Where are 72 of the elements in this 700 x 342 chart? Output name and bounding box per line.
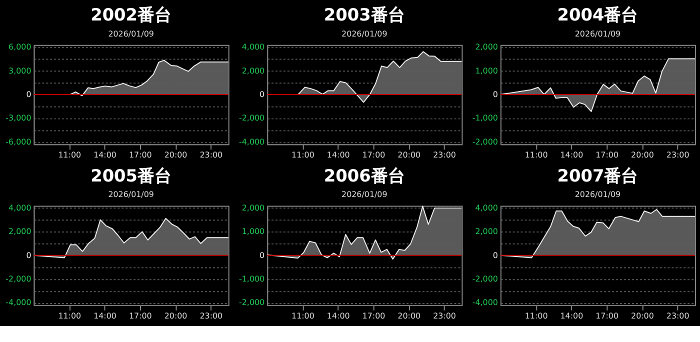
x-tick-label: 23:00 xyxy=(200,150,223,160)
x-tick-label: 23:00 xyxy=(666,311,690,320)
x-tick-label: 14:00 xyxy=(560,311,584,320)
x-tick-label: 23:00 xyxy=(666,150,690,160)
y-tick-label: -1,000 xyxy=(472,114,498,123)
x-tick-label: 23:00 xyxy=(433,311,456,320)
x-tick-label: 20:00 xyxy=(164,311,188,320)
x-tick-label: 20:00 xyxy=(164,150,188,160)
x-tick-label: 17:00 xyxy=(362,311,386,320)
chart-subtitle: 2026/01/09 xyxy=(108,29,154,38)
x-tick-label: 17:00 xyxy=(596,150,619,160)
y-tick-label: -2,000 xyxy=(239,298,265,308)
y-tick-label: -2,000 xyxy=(472,274,498,284)
y-tick-label: 1,000 xyxy=(242,227,265,236)
x-tick-label: 20:00 xyxy=(631,311,654,320)
y-tick-label: -4,000 xyxy=(6,298,32,308)
x-tick-label: 14:00 xyxy=(94,150,116,160)
chart-title: 2006番台 xyxy=(324,165,405,186)
y-tick-label: -3,000 xyxy=(6,114,32,123)
y-tick-label: -2,000 xyxy=(6,274,32,284)
y-tick-label: 2,000 xyxy=(242,66,265,76)
x-tick-label: 20:00 xyxy=(398,311,421,320)
x-tick-label: 17:00 xyxy=(596,311,619,320)
chart-subtitle: 2026/01/09 xyxy=(108,190,154,200)
y-tick-label: 0 xyxy=(492,250,498,260)
chart-title: 2007番台 xyxy=(557,165,638,186)
y-tick-label: -6,000 xyxy=(6,137,32,146)
x-tick-label: 11:00 xyxy=(524,311,548,320)
x-tick-label: 11:00 xyxy=(292,150,314,160)
y-tick-label: 4,000 xyxy=(242,42,265,52)
y-tick-label: 0 xyxy=(26,90,32,99)
y-tick-label: 2,000 xyxy=(242,204,265,213)
y-tick-label: 1,000 xyxy=(475,66,498,76)
y-tick-label: 2,000 xyxy=(475,42,498,52)
y-tick-label: 3,000 xyxy=(8,66,32,76)
chart-title: 2005番台 xyxy=(90,165,172,186)
y-tick-label: 6,000 xyxy=(8,42,32,52)
y-tick-label: -4,000 xyxy=(472,298,498,308)
x-tick-label: 17:00 xyxy=(128,311,152,320)
y-tick-label: -1,000 xyxy=(239,274,265,284)
x-tick-label: 17:00 xyxy=(362,150,386,160)
x-tick-label: 23:00 xyxy=(433,150,456,160)
y-tick-label: 4,000 xyxy=(8,204,32,213)
y-tick-label: 0 xyxy=(260,90,265,99)
x-tick-label: 11:00 xyxy=(292,311,314,320)
chart-title: 2003番台 xyxy=(324,4,405,24)
x-tick-label: 17:00 xyxy=(128,150,152,160)
x-tick-label: 14:00 xyxy=(326,311,350,320)
y-tick-label: -2,000 xyxy=(472,137,498,146)
chart-subtitle: 2026/01/09 xyxy=(342,190,388,200)
x-tick-label: 23:00 xyxy=(200,311,223,320)
chart-title: 2004番台 xyxy=(557,4,638,24)
x-tick-label: 11:00 xyxy=(58,311,82,320)
x-tick-label: 11:00 xyxy=(58,150,82,160)
x-tick-label: 14:00 xyxy=(326,150,350,160)
y-tick-label: -2,000 xyxy=(239,114,265,123)
x-tick-label: 14:00 xyxy=(94,311,116,320)
y-tick-label: -4,000 xyxy=(239,137,265,146)
y-tick-label: 0 xyxy=(26,250,32,260)
y-tick-label: 4,000 xyxy=(475,204,498,213)
x-tick-label: 20:00 xyxy=(631,150,654,160)
chart-subtitle: 2026/01/09 xyxy=(574,29,621,38)
chart-subtitle: 2026/01/09 xyxy=(342,29,388,38)
y-tick-label: 2,000 xyxy=(8,227,32,236)
x-tick-label: 11:00 xyxy=(524,150,548,160)
chart-title: 2002番台 xyxy=(90,4,172,24)
y-tick-label: 0 xyxy=(492,90,498,99)
y-tick-label: 0 xyxy=(260,250,265,260)
x-tick-label: 14:00 xyxy=(560,150,584,160)
x-tick-label: 20:00 xyxy=(398,150,421,160)
y-tick-label: 2,000 xyxy=(475,227,498,236)
chart-subtitle: 2026/01/09 xyxy=(574,190,621,200)
